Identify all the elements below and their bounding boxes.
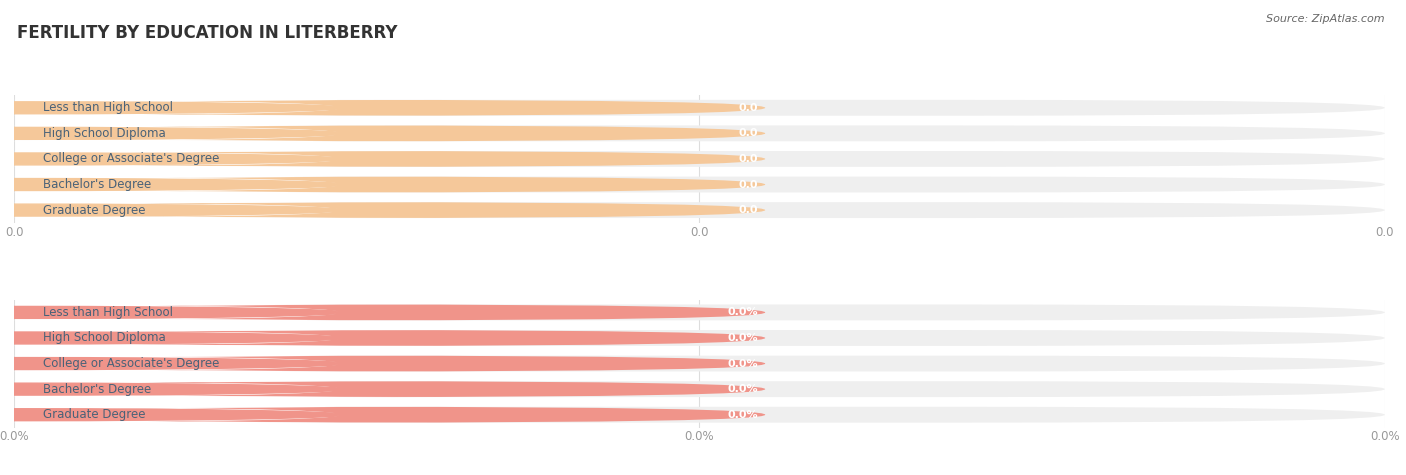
Circle shape (0, 127, 344, 139)
FancyBboxPatch shape (14, 381, 765, 397)
Text: 0.0: 0.0 (740, 103, 758, 113)
Circle shape (0, 179, 344, 190)
FancyBboxPatch shape (14, 100, 1385, 116)
Text: College or Associate's Degree: College or Associate's Degree (42, 152, 219, 165)
FancyBboxPatch shape (14, 356, 765, 371)
Text: 0.0%: 0.0% (728, 384, 758, 394)
FancyBboxPatch shape (14, 202, 765, 218)
FancyBboxPatch shape (0, 381, 439, 397)
Text: College or Associate's Degree: College or Associate's Degree (42, 357, 219, 370)
Text: 0.0: 0.0 (740, 154, 758, 164)
FancyBboxPatch shape (14, 330, 1385, 346)
Text: Less than High School: Less than High School (42, 306, 173, 319)
Text: 0.0: 0.0 (740, 205, 758, 215)
Text: Less than High School: Less than High School (42, 101, 173, 114)
FancyBboxPatch shape (14, 407, 1385, 423)
FancyBboxPatch shape (0, 177, 439, 192)
FancyBboxPatch shape (14, 330, 765, 346)
FancyBboxPatch shape (14, 177, 1385, 192)
Text: 0.0: 0.0 (740, 128, 758, 138)
FancyBboxPatch shape (14, 125, 1385, 141)
Text: 0.0%: 0.0% (728, 307, 758, 317)
FancyBboxPatch shape (14, 151, 1385, 167)
Text: Source: ZipAtlas.com: Source: ZipAtlas.com (1267, 14, 1385, 24)
FancyBboxPatch shape (14, 125, 765, 141)
FancyBboxPatch shape (0, 407, 439, 423)
Text: 0.0%: 0.0% (728, 359, 758, 369)
FancyBboxPatch shape (0, 356, 439, 371)
Text: Bachelor's Degree: Bachelor's Degree (42, 383, 150, 396)
Circle shape (0, 358, 344, 370)
FancyBboxPatch shape (14, 356, 1385, 371)
FancyBboxPatch shape (0, 100, 439, 115)
FancyBboxPatch shape (14, 151, 765, 167)
FancyBboxPatch shape (14, 202, 1385, 218)
FancyBboxPatch shape (14, 304, 1385, 320)
FancyBboxPatch shape (14, 304, 765, 320)
Text: FERTILITY BY EDUCATION IN LITERBERRY: FERTILITY BY EDUCATION IN LITERBERRY (17, 24, 398, 42)
FancyBboxPatch shape (0, 330, 439, 346)
FancyBboxPatch shape (0, 304, 439, 320)
Text: High School Diploma: High School Diploma (42, 332, 166, 344)
Circle shape (0, 409, 344, 421)
Circle shape (0, 153, 344, 165)
FancyBboxPatch shape (14, 407, 765, 423)
Text: 0.0%: 0.0% (728, 410, 758, 420)
Text: High School Diploma: High School Diploma (42, 127, 166, 140)
FancyBboxPatch shape (0, 125, 439, 141)
Circle shape (0, 332, 344, 344)
Text: Bachelor's Degree: Bachelor's Degree (42, 178, 150, 191)
FancyBboxPatch shape (14, 381, 1385, 397)
Text: 0.0%: 0.0% (728, 333, 758, 343)
Circle shape (0, 204, 344, 216)
Text: Graduate Degree: Graduate Degree (42, 204, 145, 217)
Circle shape (0, 306, 344, 318)
FancyBboxPatch shape (0, 202, 439, 218)
Circle shape (0, 102, 344, 114)
Text: 0.0: 0.0 (740, 180, 758, 190)
Text: Graduate Degree: Graduate Degree (42, 408, 145, 421)
FancyBboxPatch shape (14, 100, 765, 116)
Circle shape (0, 383, 344, 395)
FancyBboxPatch shape (14, 177, 765, 192)
FancyBboxPatch shape (0, 151, 439, 167)
